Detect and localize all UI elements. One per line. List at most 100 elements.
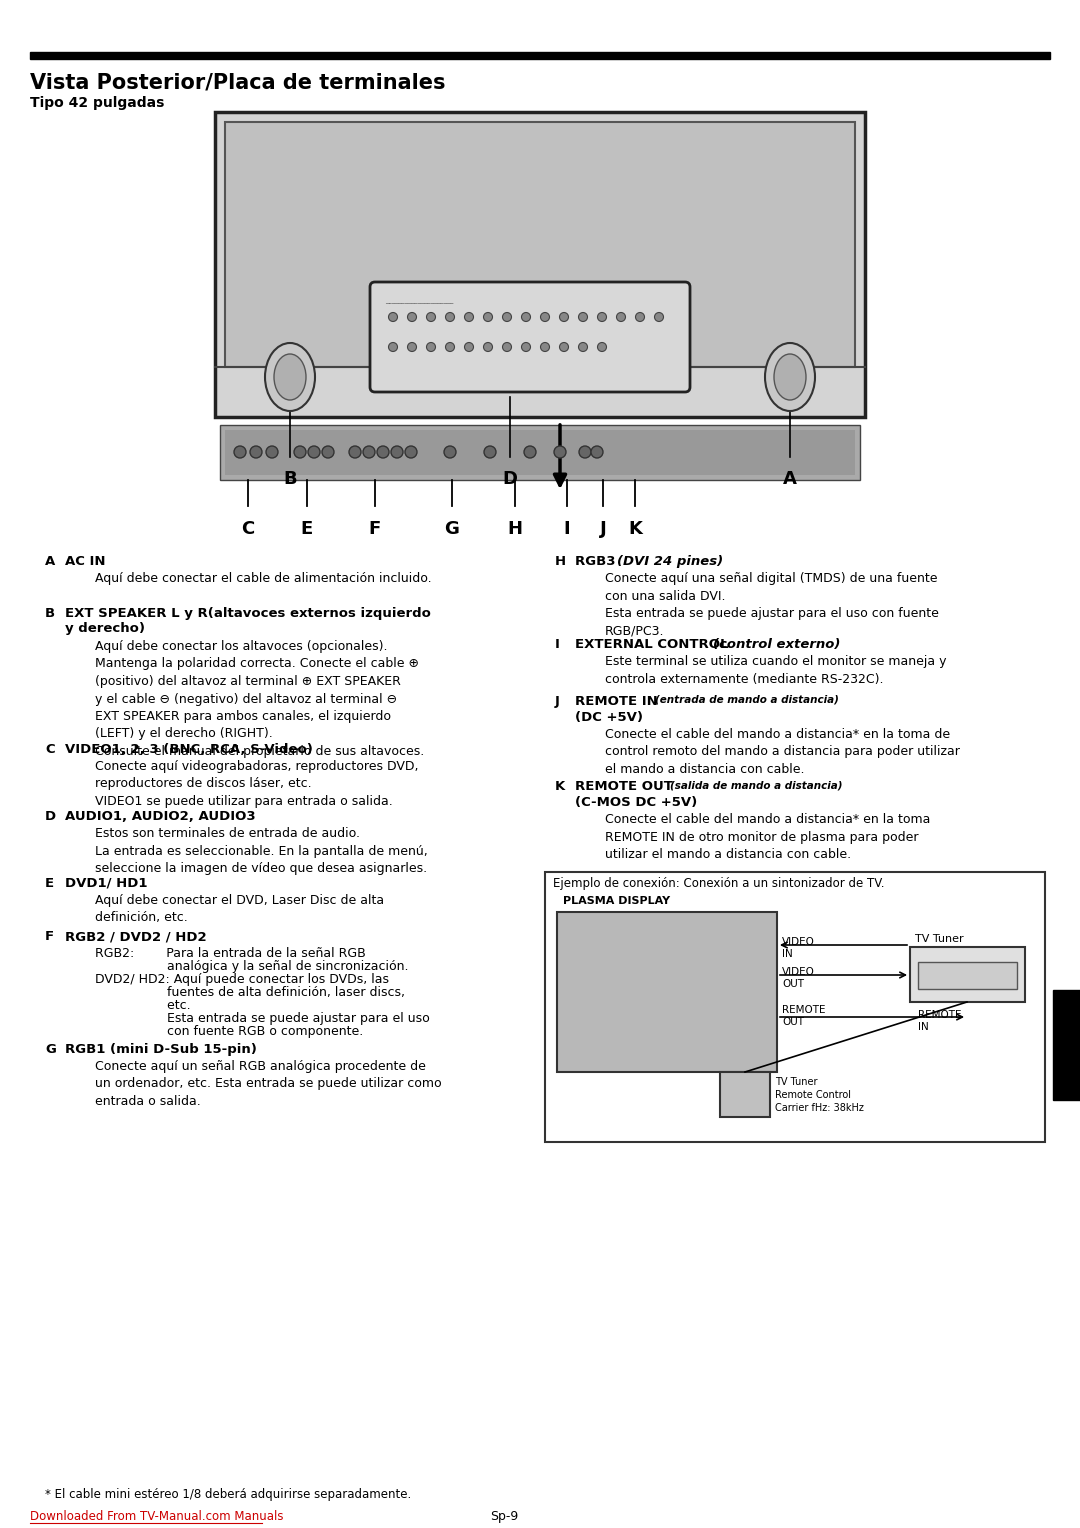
Bar	[918, 963, 1017, 989]
Text: Downloaded From TV-Manual.com Manuals: Downloaded From TV-Manual.com Manuals	[30, 1510, 283, 1523]
Text: TV Tuner: TV Tuner	[915, 934, 963, 944]
Text: REMOTE
IN: REMOTE IN	[918, 1010, 961, 1033]
Circle shape	[591, 446, 603, 458]
Text: A: A	[45, 555, 55, 568]
Circle shape	[522, 313, 530, 321]
Circle shape	[407, 313, 417, 321]
Text: Aquí debe conectar el DVD, Laser Disc de alta
definición, etc.: Aquí debe conectar el DVD, Laser Disc de…	[95, 894, 384, 924]
Text: Estos son terminales de entrada de audio.
La entrada es seleccionable. En la pan: Estos son terminales de entrada de audio…	[95, 827, 428, 876]
Text: * El cable mini estéreo 1/8 deberá adquirirse separadamente.: * El cable mini estéreo 1/8 deberá adqui…	[45, 1488, 411, 1500]
Text: analógica y la señal de sincronización.: analógica y la señal de sincronización.	[95, 960, 408, 973]
Text: REMOTE
OUT: REMOTE OUT	[782, 1005, 825, 1027]
Bar	[225, 429, 855, 475]
Circle shape	[559, 342, 568, 351]
Text: J: J	[599, 520, 606, 538]
Text: E: E	[45, 877, 54, 889]
Text: J: J	[555, 695, 559, 707]
Circle shape	[554, 446, 566, 458]
Text: Aquí debe conectar el cable de alimentación incluido.: Aquí debe conectar el cable de alimentac…	[95, 571, 432, 585]
Ellipse shape	[765, 342, 815, 411]
Circle shape	[427, 342, 435, 351]
Text: (entrada de mando a distancia): (entrada de mando a distancia)	[654, 695, 839, 704]
Text: C: C	[45, 743, 55, 756]
Circle shape	[559, 313, 568, 321]
Circle shape	[391, 446, 403, 458]
Circle shape	[249, 446, 262, 458]
Text: y derecho): y derecho)	[65, 622, 145, 636]
Text: H: H	[508, 520, 523, 538]
Circle shape	[407, 342, 417, 351]
Text: PLASMA DISPLAY: PLASMA DISPLAY	[563, 895, 670, 906]
Text: Aquí debe conectar los altavoces (opcionales).
Mantenga la polaridad correcta. C: Aquí debe conectar los altavoces (opcion…	[95, 640, 424, 758]
Text: Conecte aquí videograbadoras, reproductores DVD,
reproductores de discos láser, : Conecte aquí videograbadoras, reproducto…	[95, 759, 419, 808]
Circle shape	[266, 446, 278, 458]
Circle shape	[484, 313, 492, 321]
FancyBboxPatch shape	[370, 283, 690, 393]
Text: RGB2 / DVD2 / HD2: RGB2 / DVD2 / HD2	[65, 931, 206, 943]
Ellipse shape	[774, 354, 806, 400]
Text: I: I	[564, 520, 570, 538]
Circle shape	[484, 342, 492, 351]
Circle shape	[540, 313, 550, 321]
Text: Ejemplo de conexión: Conexión a un sintonizador de TV.: Ejemplo de conexión: Conexión a un sinto…	[553, 877, 885, 889]
Circle shape	[464, 342, 473, 351]
Text: AC IN: AC IN	[65, 555, 106, 568]
Bar	[557, 912, 777, 1073]
Circle shape	[617, 313, 625, 321]
Circle shape	[363, 446, 375, 458]
Text: RGB2:        Para la entrada de la señal RGB: RGB2: Para la entrada de la señal RGB	[95, 947, 366, 960]
Bar	[220, 425, 860, 480]
Circle shape	[446, 313, 455, 321]
Ellipse shape	[274, 354, 306, 400]
Circle shape	[524, 446, 536, 458]
Text: B: B	[45, 607, 55, 620]
Circle shape	[579, 313, 588, 321]
Text: F: F	[45, 931, 54, 943]
Bar	[910, 947, 1025, 1002]
Text: con fuente RGB o componente.: con fuente RGB o componente.	[95, 1025, 363, 1038]
Text: G: G	[445, 520, 459, 538]
Circle shape	[579, 342, 588, 351]
Circle shape	[502, 313, 512, 321]
Text: EXTERNAL CONTROL: EXTERNAL CONTROL	[575, 639, 733, 651]
Text: Vista Posterior/Placa de terminales: Vista Posterior/Placa de terminales	[30, 72, 446, 92]
Text: (DC +5V): (DC +5V)	[575, 711, 643, 724]
Text: ─────────────────────: ─────────────────────	[384, 303, 454, 307]
Circle shape	[377, 446, 389, 458]
Text: (control externo): (control externo)	[713, 639, 840, 651]
Text: I: I	[555, 639, 559, 651]
Text: fuentes de alta definición, laser discs,: fuentes de alta definición, laser discs,	[95, 986, 405, 999]
Text: REMOTE OUT: REMOTE OUT	[575, 779, 677, 793]
Text: H: H	[555, 555, 566, 568]
Text: etc.: etc.	[95, 999, 191, 1012]
Text: G: G	[45, 1044, 56, 1056]
Text: K: K	[555, 779, 565, 793]
Text: (DVI 24 pines): (DVI 24 pines)	[617, 555, 724, 568]
Text: DVD1/ HD1: DVD1/ HD1	[65, 877, 148, 889]
Circle shape	[484, 446, 496, 458]
Bar	[225, 122, 855, 367]
Text: RGB3: RGB3	[575, 555, 620, 568]
Circle shape	[654, 313, 663, 321]
Circle shape	[597, 313, 607, 321]
Text: REMOTE IN: REMOTE IN	[575, 695, 662, 707]
Circle shape	[427, 313, 435, 321]
Bar	[1053, 990, 1080, 1100]
Circle shape	[597, 342, 607, 351]
Text: EXT SPEAKER L y R(altavoces externos izquierdo: EXT SPEAKER L y R(altavoces externos izq…	[65, 607, 431, 620]
Circle shape	[446, 342, 455, 351]
Circle shape	[502, 342, 512, 351]
Text: Tipo 42 pulgadas: Tipo 42 pulgadas	[30, 96, 164, 110]
Text: D: D	[45, 810, 56, 824]
Circle shape	[635, 313, 645, 321]
Text: Sp-9: Sp-9	[490, 1510, 518, 1523]
Text: (salida de mando a distancia): (salida de mando a distancia)	[670, 779, 842, 790]
Text: A: A	[783, 471, 797, 487]
Text: VIDEO1, 2, 3 (BNC, RCA, S-Video): VIDEO1, 2, 3 (BNC, RCA, S-Video)	[65, 743, 313, 756]
Circle shape	[540, 342, 550, 351]
Circle shape	[405, 446, 417, 458]
Circle shape	[389, 313, 397, 321]
Circle shape	[522, 342, 530, 351]
Text: RGB1 (mini D-Sub 15-pin): RGB1 (mini D-Sub 15-pin)	[65, 1044, 257, 1056]
Text: TV Tuner
Remote Control
Carrier fHz: 38kHz: TV Tuner Remote Control Carrier fHz: 38k…	[775, 1077, 864, 1112]
